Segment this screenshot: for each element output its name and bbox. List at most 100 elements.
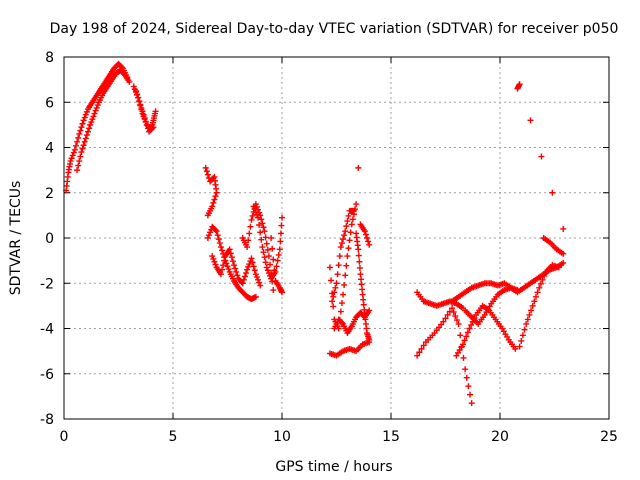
data-point (341, 232, 348, 239)
data-point (250, 263, 257, 270)
data-point (265, 270, 272, 277)
data-point (261, 228, 268, 235)
data-point (76, 158, 83, 165)
data-point (84, 128, 91, 135)
data-point (523, 320, 530, 327)
data-point (234, 272, 241, 279)
series-arc-midday-pt (355, 164, 362, 171)
data-point (268, 235, 275, 241)
data-point (134, 91, 141, 98)
data-point (94, 102, 101, 109)
data-point (464, 329, 471, 336)
data-point (207, 229, 214, 236)
data-point (70, 149, 77, 156)
data-point (245, 237, 252, 244)
data-point (246, 230, 253, 237)
data-point (80, 117, 87, 124)
data-point (252, 208, 259, 215)
data-point (87, 121, 94, 128)
chart-title: Day 198 of 2024, Sidereal Day-to-day VTE… (50, 21, 619, 37)
data-point (277, 238, 284, 245)
data-point (204, 171, 211, 178)
data-point (333, 280, 340, 287)
data-point (343, 262, 350, 269)
data-point (88, 119, 95, 126)
data-point (240, 276, 247, 283)
data-point (465, 383, 472, 390)
data-point (334, 271, 341, 278)
data-point (258, 236, 265, 243)
x-tick-label: 25 (600, 429, 618, 445)
data-point (244, 244, 251, 251)
data-point (89, 116, 96, 123)
data-point (250, 203, 257, 210)
data-point (338, 300, 345, 307)
series-arc-morning-5 (250, 203, 285, 282)
data-point (366, 241, 373, 248)
data-point (418, 345, 425, 352)
data-point (450, 309, 457, 316)
data-point (463, 374, 470, 381)
data-point (229, 258, 236, 265)
data-point (452, 313, 459, 320)
data-point (360, 296, 367, 303)
data-point (138, 104, 145, 111)
data-point (271, 267, 278, 274)
data-point (243, 270, 250, 277)
data-point (143, 121, 150, 128)
data-point (260, 249, 267, 256)
data-point (256, 279, 263, 286)
series-arc-midday-5 (353, 230, 373, 343)
data-point (77, 153, 84, 160)
data-point (216, 240, 223, 247)
data-point (342, 228, 349, 235)
data-point (329, 298, 336, 305)
data-point (67, 158, 74, 165)
x-tick-label: 15 (382, 429, 400, 445)
series-arc-morning-1 (202, 164, 220, 219)
data-point (79, 120, 86, 127)
data-point (82, 135, 89, 142)
data-point (328, 277, 335, 284)
data-point (361, 228, 368, 235)
data-point (528, 307, 535, 314)
data-point (440, 318, 447, 325)
data-point (353, 201, 360, 208)
data-point (251, 267, 258, 274)
data-point (92, 107, 99, 114)
data-point (77, 127, 84, 134)
series-arc-morning-2 (204, 223, 259, 303)
data-point (276, 246, 283, 253)
data-point (516, 343, 523, 350)
data-point (258, 216, 265, 223)
data-point (335, 262, 342, 269)
data-point (357, 271, 364, 278)
data-point (555, 264, 562, 271)
data-point (539, 276, 546, 283)
data-point (332, 284, 339, 291)
data-point (83, 108, 90, 115)
data-point (139, 108, 146, 115)
x-axis-label: GPS time / hours (275, 459, 392, 475)
data-point (219, 266, 226, 273)
series-arc-midday-4 (326, 339, 373, 359)
data-point (204, 212, 211, 219)
y-tick-label: 2 (45, 186, 54, 202)
y-tick-label: -6 (40, 367, 54, 383)
data-point (225, 266, 232, 273)
data-point (361, 306, 368, 313)
data-point (203, 168, 210, 175)
data-point (247, 223, 254, 230)
x-tick-label: 10 (273, 429, 291, 445)
data-point (364, 235, 371, 241)
series-arc-evening-4 (453, 302, 519, 359)
data-point (516, 81, 523, 88)
data-point (248, 216, 255, 223)
data-point (82, 111, 89, 118)
data-point (350, 207, 357, 214)
x-tick-label: 0 (60, 429, 69, 445)
data-point (249, 212, 256, 219)
data-point (534, 289, 541, 296)
data-point (210, 199, 217, 206)
series-arc-evening-1 (414, 289, 466, 312)
